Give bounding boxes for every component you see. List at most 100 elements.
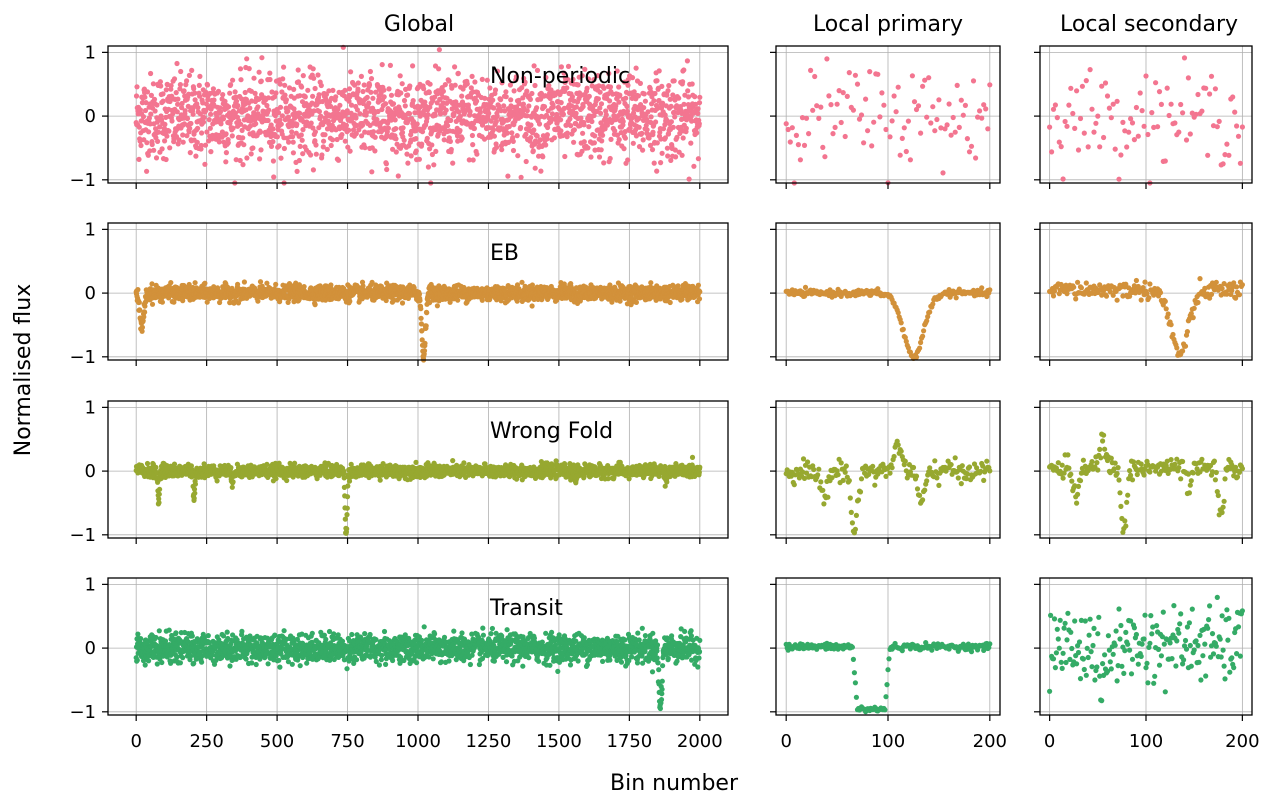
- data-point: [223, 150, 229, 156]
- data-point: [276, 143, 282, 149]
- data-point: [424, 135, 430, 141]
- data-point: [149, 301, 156, 307]
- data-point: [581, 122, 587, 128]
- data-point: [233, 157, 239, 163]
- data-point: [511, 88, 517, 94]
- data-point: [938, 125, 944, 131]
- data-point: [664, 145, 671, 151]
- data-point: [1208, 291, 1215, 297]
- data-point: [179, 100, 185, 107]
- data-point: [822, 154, 828, 160]
- data-point: [240, 162, 246, 168]
- data-point: [968, 143, 975, 149]
- data-point: [808, 67, 814, 73]
- data-point: [1133, 104, 1139, 111]
- data-point: [359, 133, 365, 139]
- data-point: [1156, 89, 1163, 95]
- data-point: [298, 132, 304, 138]
- data-point: [474, 151, 480, 157]
- data-point: [223, 131, 229, 137]
- data-point: [157, 79, 163, 85]
- data-point: [930, 301, 936, 307]
- data-point: [1120, 119, 1126, 125]
- data-point: [225, 140, 231, 146]
- data-point: [464, 81, 470, 87]
- data-point: [801, 142, 808, 148]
- data-point: [404, 151, 410, 157]
- data-point: [244, 56, 250, 62]
- data-point: [640, 137, 646, 143]
- data-point: [257, 156, 263, 162]
- data-point: [342, 138, 348, 144]
- data-point: [158, 113, 164, 119]
- data-point: [442, 82, 448, 88]
- data-point: [1093, 120, 1099, 126]
- data-point: [879, 90, 885, 96]
- data-point: [1075, 279, 1081, 285]
- data-point: [490, 97, 496, 103]
- data-point: [148, 92, 154, 98]
- data-point: [852, 72, 859, 78]
- data-point: [312, 302, 318, 308]
- data-point: [598, 147, 604, 153]
- data-point: [138, 142, 144, 149]
- data-point: [437, 111, 444, 117]
- data-point: [282, 92, 288, 98]
- data-point: [1222, 152, 1228, 158]
- data-point: [787, 139, 793, 145]
- data-point: [944, 122, 950, 128]
- data-point: [675, 283, 681, 289]
- data-point: [1157, 290, 1164, 296]
- data-point: [135, 287, 141, 293]
- data-point: [270, 126, 276, 132]
- data-point: [164, 133, 170, 139]
- data-point: [446, 78, 452, 84]
- data-point: [316, 108, 322, 115]
- data-point: [659, 150, 665, 156]
- data-point: [363, 110, 369, 116]
- data-point: [457, 113, 463, 120]
- data-point: [591, 77, 597, 83]
- data-point: [375, 108, 381, 115]
- data-point: [620, 118, 626, 125]
- data-point: [474, 98, 480, 104]
- data-point: [142, 309, 148, 315]
- data-point: [1131, 137, 1137, 143]
- data-point: [680, 135, 686, 141]
- data-point: [1101, 134, 1107, 141]
- data-point: [191, 86, 197, 92]
- data-point: [582, 66, 588, 72]
- data-point: [1155, 124, 1161, 130]
- data-point: [187, 150, 193, 156]
- data-point: [1064, 123, 1070, 129]
- data-point: [310, 125, 316, 131]
- data-point: [522, 79, 528, 85]
- data-point: [452, 64, 458, 70]
- data-point: [286, 85, 293, 91]
- data-point: [579, 73, 585, 79]
- data-point: [499, 147, 505, 153]
- data-point: [534, 133, 540, 139]
- data-point: [639, 130, 645, 136]
- data-point: [1108, 115, 1114, 121]
- data-point: [599, 138, 605, 144]
- data-point: [578, 115, 584, 121]
- data-point: [909, 73, 916, 79]
- series-points: [783, 56, 993, 186]
- data-point: [238, 121, 244, 127]
- data-point: [962, 102, 969, 108]
- data-point: [488, 118, 494, 124]
- data-point: [897, 152, 903, 158]
- data-point: [607, 98, 613, 104]
- data-point: [695, 156, 702, 162]
- data-point: [1195, 91, 1201, 98]
- data-point: [684, 58, 691, 64]
- data-point: [347, 94, 353, 100]
- data-point: [195, 125, 201, 131]
- data-point: [1187, 131, 1193, 137]
- data-point: [513, 74, 520, 80]
- data-point: [487, 85, 493, 91]
- data-point: [810, 107, 816, 113]
- data-point: [186, 72, 192, 78]
- data-point: [636, 144, 643, 150]
